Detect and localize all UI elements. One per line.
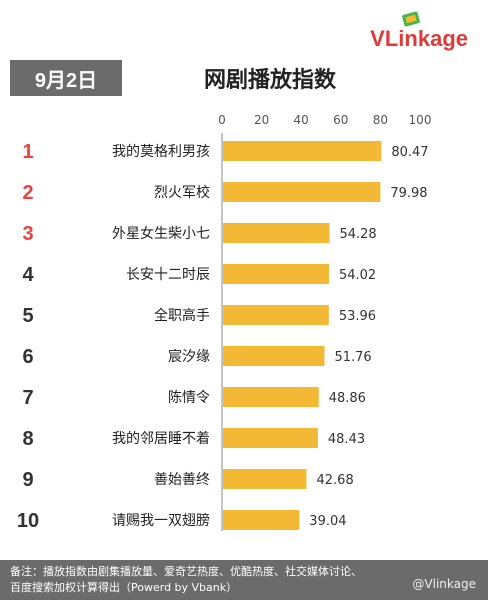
value-label: 80.47 — [391, 145, 428, 160]
weibo-watermark: @Vlinkage — [412, 577, 476, 591]
bar — [223, 305, 329, 325]
category-label: 烈火军校 — [154, 184, 210, 201]
value-label: 48.86 — [329, 391, 366, 406]
bar — [223, 346, 325, 366]
bar — [223, 223, 330, 243]
chart-title: 网剧播放指数 — [203, 68, 336, 93]
category-label: 外星女生柴小七 — [112, 225, 210, 242]
rank-number: 10 — [17, 510, 39, 532]
value-label: 53.96 — [339, 309, 376, 324]
value-label: 51.76 — [334, 350, 371, 365]
rank-number: 9 — [22, 469, 33, 491]
category-label: 善始善终 — [154, 472, 210, 488]
bar — [223, 182, 381, 202]
bar — [223, 510, 300, 530]
category-label: 我的莫格利男孩 — [112, 144, 210, 160]
x-tick-label: 0 — [218, 113, 226, 127]
value-label: 54.02 — [339, 268, 376, 283]
bar — [223, 387, 319, 407]
rank-number: 2 — [22, 182, 33, 204]
value-label: 39.04 — [309, 514, 346, 529]
rank-number: 1 — [22, 141, 33, 163]
value-label: 42.68 — [317, 473, 354, 488]
x-tick-label: 100 — [409, 113, 432, 127]
rank-number: 5 — [22, 305, 33, 327]
bar — [223, 264, 329, 284]
category-label: 全职高手 — [154, 307, 210, 324]
brand-logo: VLinkage — [358, 11, 468, 51]
rank-number: 4 — [22, 264, 34, 286]
bar — [223, 428, 318, 448]
bar — [223, 469, 307, 489]
bar-chart: 0 20 40 60 80 100 1 我的莫格利男孩 80.47 2 烈火军校 79.98 3 外星女生… — [17, 113, 432, 532]
rank-number: 7 — [22, 387, 33, 409]
value-label: 48.43 — [328, 432, 365, 447]
date-badge: 9月2日 — [10, 60, 122, 96]
value-label: 79.98 — [390, 186, 427, 201]
footer-note-line2: 百度搜索加权计算得出（Powerd by Vbank） — [10, 581, 238, 594]
x-tick-label: 80 — [373, 113, 388, 127]
footer-note-line1: 备注：播放指数由剧集播放量、爱奇艺热度、优酷热度、社交媒体讨论、 — [10, 565, 362, 578]
category-label: 我的邻居睡不着 — [112, 431, 210, 447]
category-label: 宸汐缘 — [168, 348, 210, 365]
rank-number: 3 — [22, 223, 33, 245]
x-tick-label: 20 — [254, 113, 269, 127]
brand-name: VLinkage — [370, 26, 468, 51]
bar — [223, 141, 382, 161]
category-label: 请赐我一双翅膀 — [112, 512, 210, 529]
tag-icon — [402, 11, 420, 27]
value-label: 54.28 — [339, 227, 376, 242]
x-tick-label: 60 — [333, 113, 348, 127]
rank-number: 8 — [22, 428, 33, 450]
category-label: 陈情令 — [168, 389, 210, 406]
rank-number: 6 — [22, 346, 33, 368]
category-label: 长安十二时辰 — [126, 267, 210, 283]
footer-note: 备注：播放指数由剧集播放量、爱奇艺热度、优酷热度、社交媒体讨论、 百度搜索加权计… — [0, 560, 488, 600]
x-tick-label: 40 — [294, 113, 309, 127]
